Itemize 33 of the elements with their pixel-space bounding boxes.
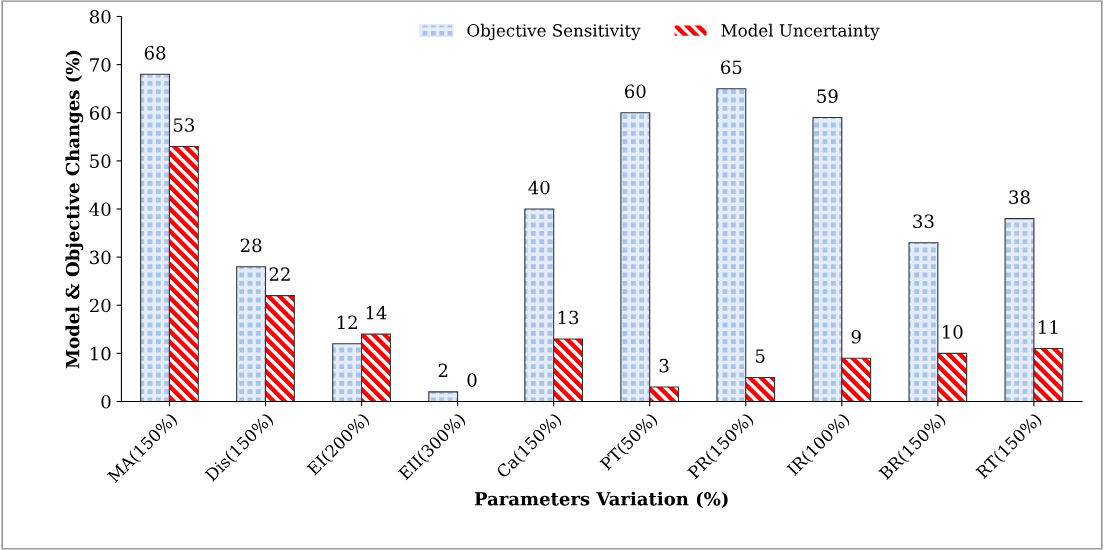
data-label: 22 [269,267,290,281]
y-tick-label: 80 [89,9,111,24]
data-label: 68 [144,45,166,60]
y-tick-label: 70 [90,58,111,72]
y-tick-label: 40 [89,202,111,217]
data-label: 59 [817,89,838,103]
data-label: 11 [1039,320,1058,334]
data-label: 14 [366,305,387,320]
legend-label: Model Uncertainty [721,23,880,41]
data-label: 9 [851,329,861,344]
y-tick-label: 50 [90,154,111,168]
data-label: 5 [755,349,765,363]
y-tick-label: 0 [101,394,111,409]
data-label: 65 [721,60,742,75]
data-label: 40 [528,180,550,195]
data-label: 0 [467,373,477,387]
data-label: 38 [1009,190,1030,205]
y-tick-label: 30 [90,250,111,265]
data-label: 2 [438,363,448,378]
data-label: 3 [659,358,669,373]
data-label: 53 [173,118,195,132]
y-tick-label: 10 [90,346,111,361]
data-label: 13 [558,310,579,325]
data-label: 33 [913,214,934,229]
y-tick-label: 20 [89,298,111,313]
legend-label: Objective Sensitivity [467,23,641,41]
data-label: 28 [240,238,262,253]
y-axis-title: Model & Objective Changes (%) [65,50,84,369]
x-axis-title: Parameters Variation (%) [474,491,728,509]
data-label: 60 [625,84,646,99]
data-label: 10 [942,325,963,339]
y-tick-label: 60 [89,106,111,120]
data-label: 12 [337,315,357,329]
